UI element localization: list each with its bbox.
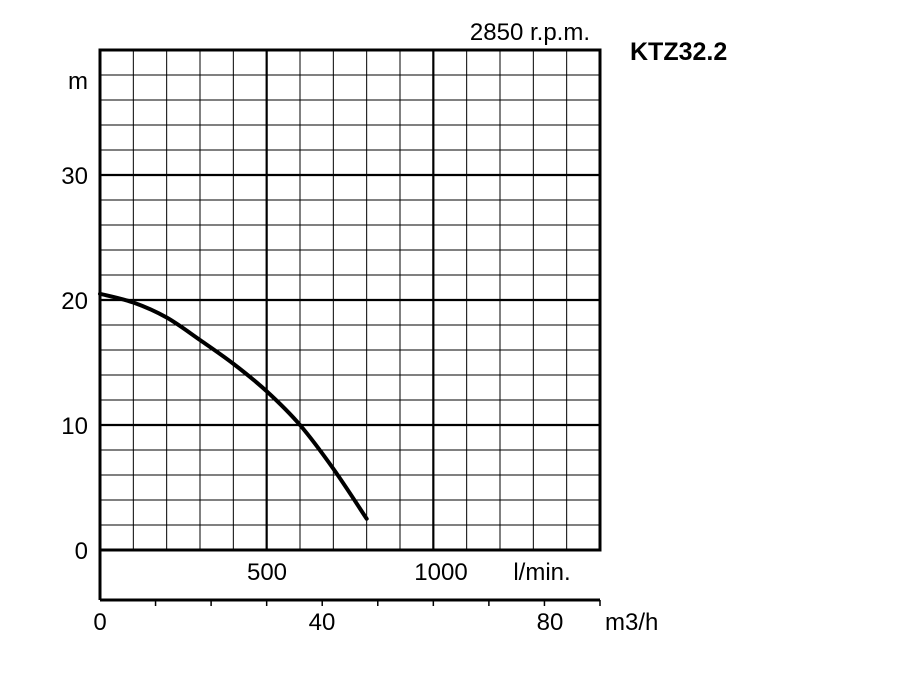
y-tick-label: 0: [75, 538, 88, 565]
x-tick-label-m3h: 40: [309, 609, 336, 636]
x-tick-label-lpm: 500: [247, 559, 287, 586]
y-tick-label: 20: [61, 288, 88, 315]
plot-frame: [98, 48, 602, 552]
model-label: KTZ32.2: [630, 38, 727, 66]
y-unit-label: m: [68, 68, 88, 95]
x-tick-label-lpm: 1000: [414, 559, 467, 586]
m3h-axis-ticks: [154, 600, 601, 606]
minor-grid: [100, 50, 600, 550]
x-tick-label-m3h: 80: [537, 609, 564, 636]
head-flow-curve: [98, 291, 369, 521]
speed-label: 2850 r.p.m.: [470, 19, 590, 46]
x-unit-hourly-label: m3/h: [605, 609, 658, 636]
y-tick-label: 10: [61, 413, 88, 440]
x-tick-label-m3h: 0: [93, 609, 106, 636]
y-tick-label: 30: [61, 163, 88, 190]
x-unit-flow-label: l/min.: [513, 559, 570, 586]
major-grid: [100, 50, 600, 550]
